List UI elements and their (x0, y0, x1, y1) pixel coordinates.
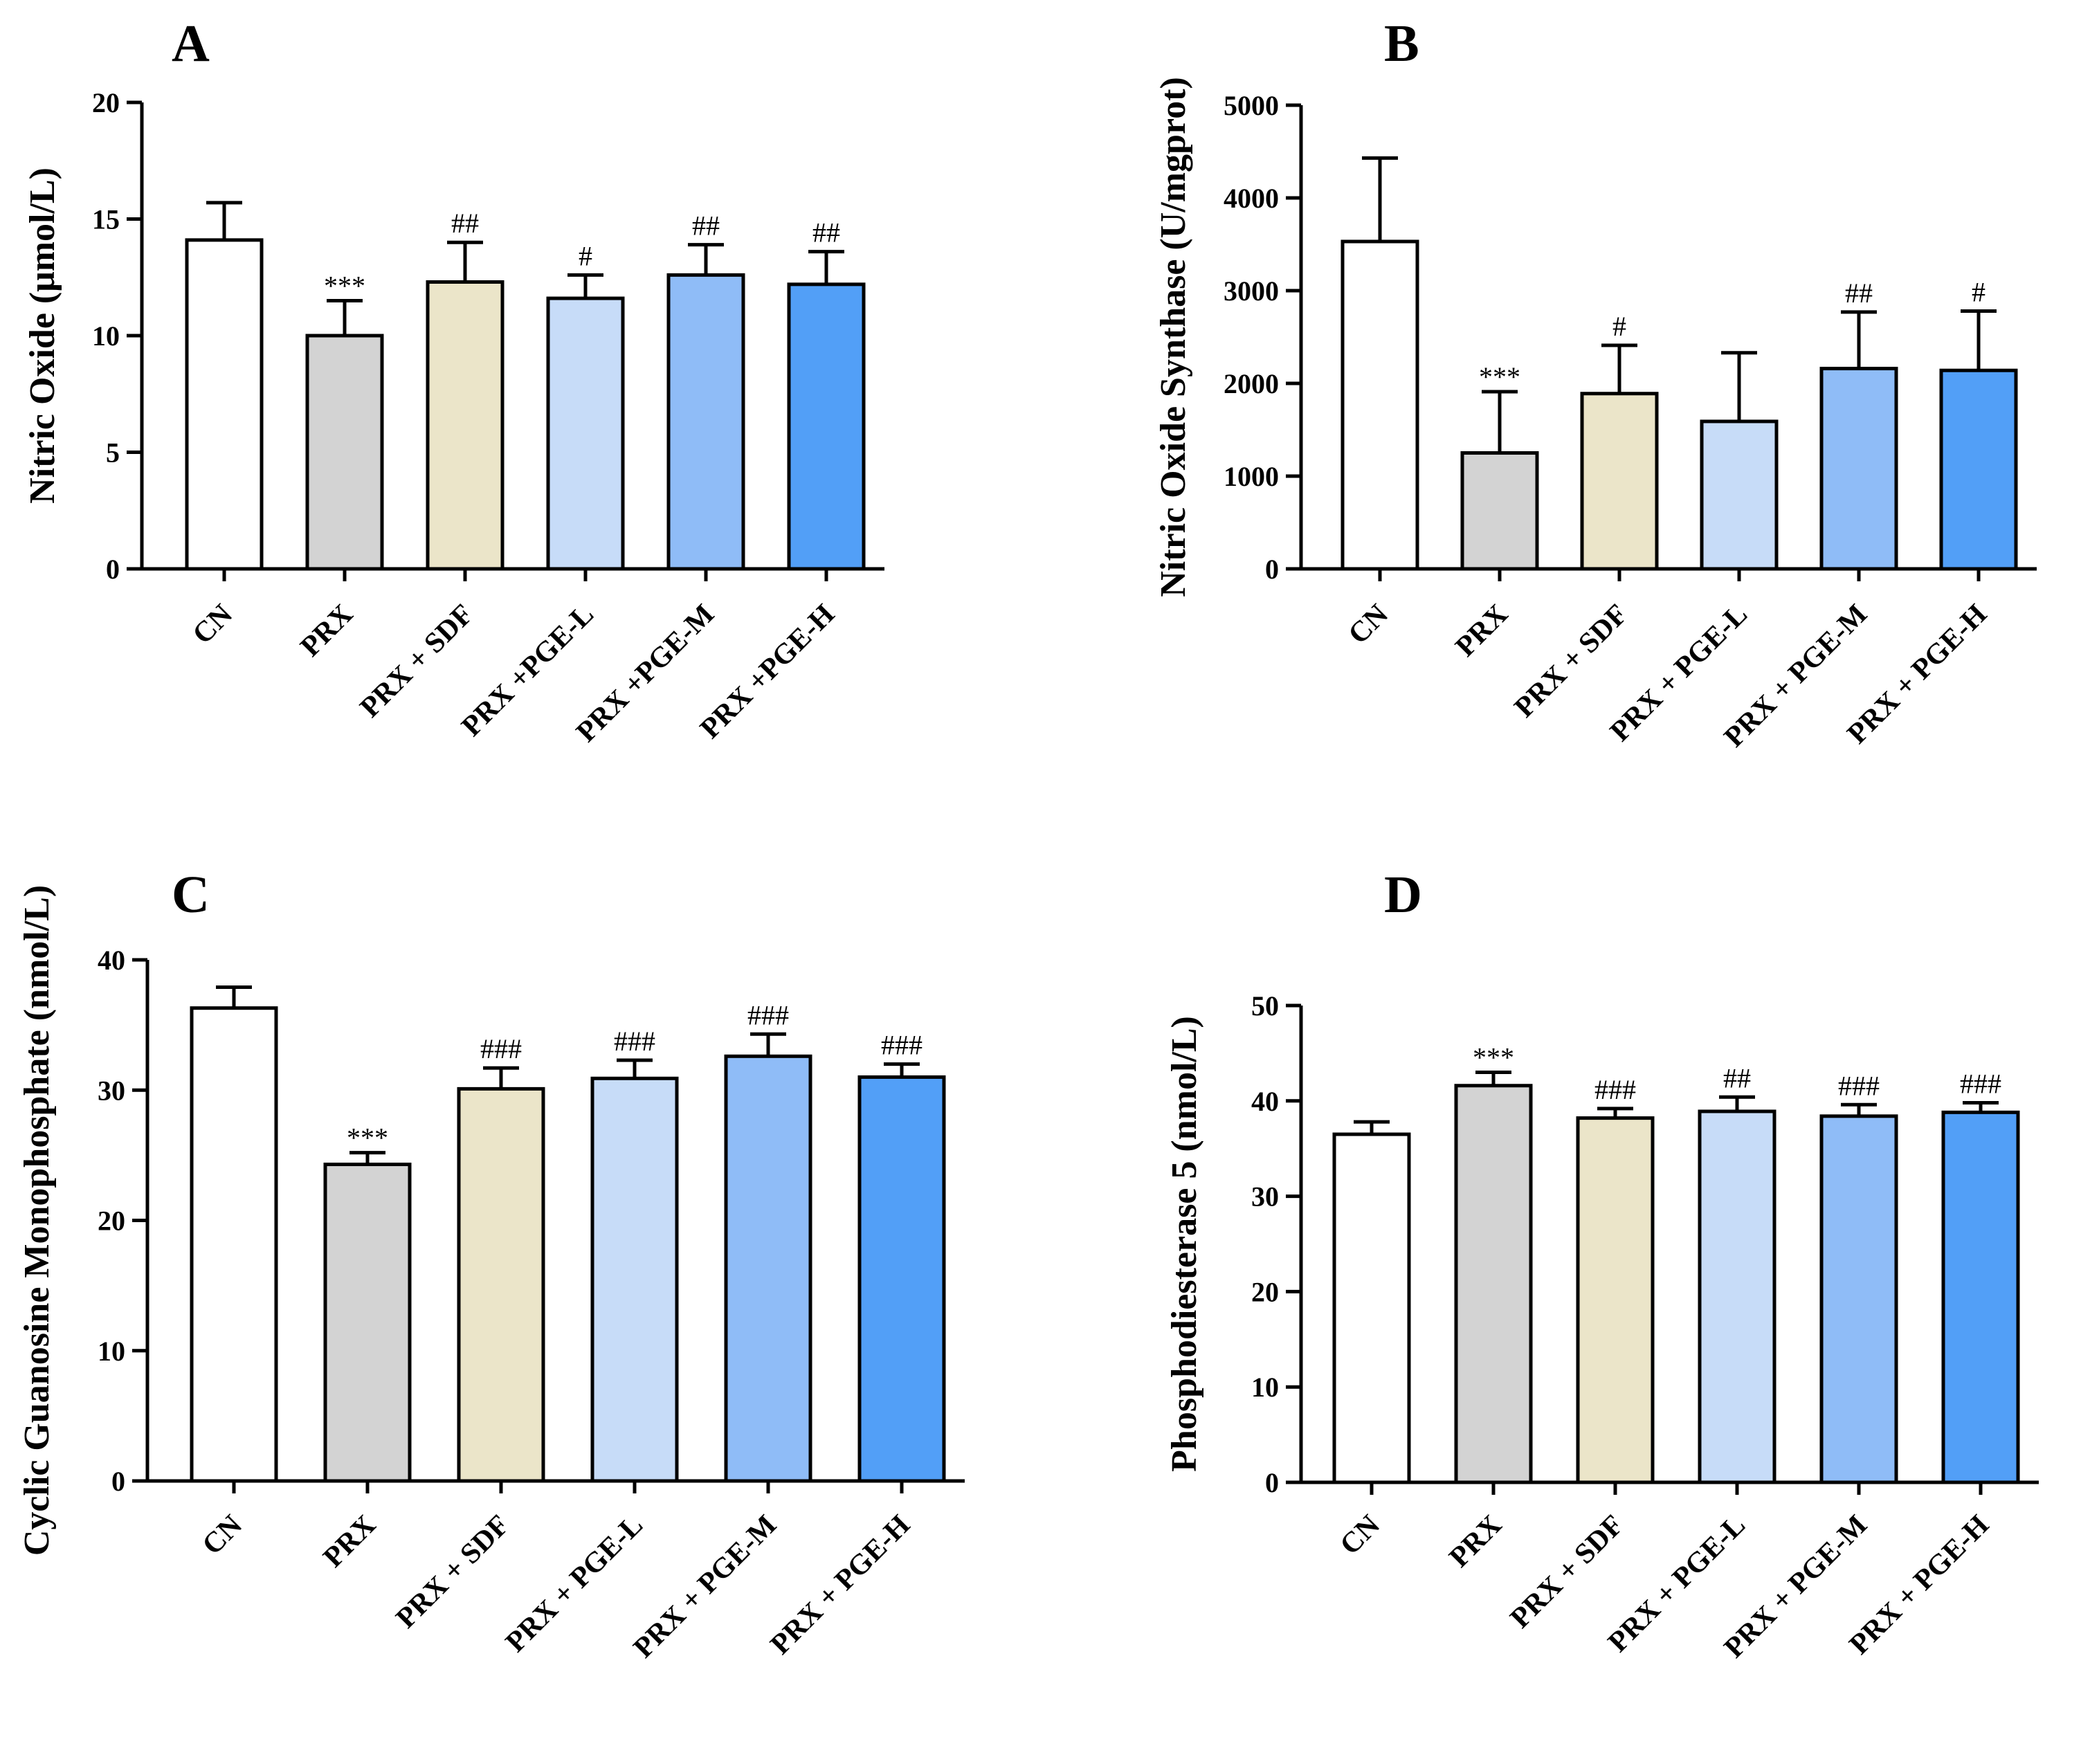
x-tick-label-4: PRX + PGE-M (628, 1509, 783, 1664)
y-tick-label-5: 50 (1251, 990, 1279, 1021)
panel-letter: B (1384, 15, 1419, 73)
x-tick-label-3: PRX + PGE-L (500, 1509, 649, 1659)
significance-label-4: ## (692, 210, 720, 242)
significance-label-3: # (579, 240, 592, 271)
bar-3 (1698, 1109, 1776, 1484)
bar-0 (190, 1006, 278, 1483)
significance-label-3: ### (614, 1026, 655, 1057)
x-tick-label-1: PRX (1450, 599, 1515, 664)
y-tick-label-4: 20 (92, 87, 120, 118)
y-tick-label-2: 10 (92, 320, 120, 352)
y-tick-label-2: 20 (98, 1206, 125, 1237)
x-tick-label-2: PRX + SDF (354, 599, 480, 724)
y-tick-label-1: 1000 (1224, 461, 1279, 492)
bar-2 (457, 1086, 545, 1483)
bar-1 (1460, 451, 1539, 571)
y-tick-label-3: 30 (1251, 1181, 1279, 1212)
significance-label-5: ## (812, 217, 840, 248)
y-tick-label-2: 20 (1251, 1276, 1279, 1307)
bar-0 (1341, 239, 1419, 571)
y-tick-label-1: 10 (1251, 1372, 1279, 1403)
significance-label-1: *** (1479, 361, 1520, 392)
bar-5 (1939, 368, 2018, 571)
bar-1 (323, 1163, 412, 1483)
panel-letter: A (172, 15, 210, 73)
significance-label-4: ## (1845, 278, 1873, 309)
x-tick-label-0: CN (1343, 599, 1394, 651)
y-tick-label-4: 4000 (1224, 183, 1279, 214)
bar-2 (1576, 1116, 1655, 1484)
x-tick-label-2: PRX + SDF (390, 1509, 516, 1635)
bar-5 (787, 282, 866, 571)
significance-label-5: # (1972, 276, 1985, 307)
x-tick-label-0: CN (197, 1509, 248, 1561)
bar-2 (1580, 392, 1659, 571)
y-tick-label-3: 15 (92, 204, 120, 235)
bar-5 (857, 1075, 946, 1483)
significance-label-2: ### (1594, 1074, 1636, 1105)
y-tick-label-0: 0 (111, 1466, 125, 1497)
y-tick-label-2: 2000 (1224, 368, 1279, 399)
bar-4 (1819, 367, 1898, 571)
x-tick-label-2: PRX + SDF (1505, 1509, 1630, 1635)
x-tick-label-5: PRX + PGE-H (765, 1509, 916, 1661)
bar-1 (1454, 1084, 1533, 1484)
panel-a: A Nitric Oxide (μmol/L) CN *** PRX ## PRX + SD… (23, 15, 884, 748)
significance-label-1: *** (324, 270, 365, 301)
y-axis-label: Phosphodiesterase 5 (nmol/L) (1165, 1016, 1204, 1472)
panel-letter: D (1384, 866, 1422, 924)
bar-1 (305, 334, 384, 571)
x-tick-label-1: PRX (318, 1509, 383, 1574)
significance-label-2: ## (451, 208, 479, 239)
y-tick-label-0: 0 (106, 554, 120, 585)
x-tick-label-1: PRX (295, 599, 360, 664)
significance-label-4: ### (747, 999, 789, 1030)
bar-0 (1332, 1132, 1411, 1484)
y-axis-label: Nitric Oxide Synthase (U/mgprot) (1154, 77, 1193, 597)
x-tick-label-0: CN (187, 599, 239, 651)
x-tick-label-1: PRX (1444, 1509, 1509, 1574)
bar-3 (590, 1076, 679, 1483)
y-tick-label-0: 0 (1265, 1467, 1279, 1498)
bar-4 (724, 1054, 812, 1483)
y-tick-label-5: 5000 (1224, 90, 1279, 121)
bar-3 (1700, 419, 1779, 571)
y-tick-label-3: 3000 (1224, 275, 1279, 307)
significance-label-4: ### (1838, 1070, 1880, 1101)
bar-0 (185, 238, 264, 571)
bar-4 (1819, 1114, 1898, 1484)
significance-label-1: *** (347, 1122, 388, 1154)
y-tick-label-4: 40 (98, 945, 125, 976)
significance-label-5: ### (1960, 1069, 2001, 1100)
y-tick-label-0: 0 (1265, 554, 1279, 585)
y-axis-label: Cyclic Guanosine Monophosphate (nmol/L) (17, 885, 57, 1556)
panel-c: C Cyclic Guanosine Monophosphate (nmol/L)… (17, 866, 965, 1664)
bar-3 (546, 296, 625, 571)
panel-b: B Nitric Oxide Synthase (U/mgprot) CN *** PR… (1154, 15, 2037, 754)
bar-2 (426, 280, 505, 571)
x-tick-label-0: CN (1334, 1509, 1386, 1561)
y-tick-label-1: 5 (106, 437, 120, 469)
significance-label-3: ## (1723, 1062, 1751, 1093)
x-tick-label-2: PRX + SDF (1509, 599, 1634, 724)
y-tick-label-1: 10 (98, 1336, 125, 1367)
bar-5 (1941, 1110, 2020, 1484)
significance-label-2: # (1612, 311, 1626, 342)
significance-label-1: *** (1473, 1042, 1514, 1073)
y-tick-label-4: 40 (1251, 1086, 1279, 1117)
y-axis-label: Nitric Oxide (μmol/L) (23, 167, 62, 504)
bar-4 (666, 273, 745, 571)
y-tick-label-3: 30 (98, 1075, 125, 1106)
significance-label-5: ### (881, 1030, 923, 1061)
significance-label-2: ### (480, 1033, 522, 1064)
panel-letter: C (172, 866, 210, 924)
